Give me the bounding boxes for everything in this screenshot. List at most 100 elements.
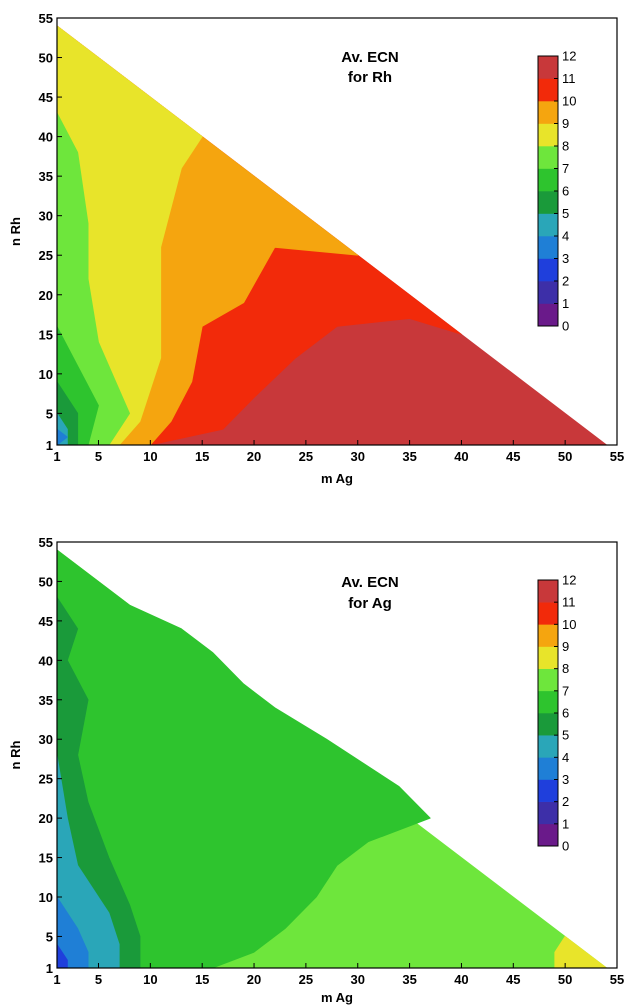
y-tick-label: 15: [39, 327, 53, 342]
x-tick-label: 30: [351, 449, 365, 464]
colorbar-tick-label: 1: [562, 296, 569, 311]
y-tick-label: 25: [39, 772, 53, 787]
contour-regions: [56, 25, 607, 446]
chart-title-line-1: Av. ECN: [341, 49, 399, 66]
x-tick-label: 45: [506, 449, 520, 464]
colorbar-band-7: [538, 668, 558, 692]
colorbar-band-0: [538, 303, 558, 327]
y-tick-label: 40: [39, 130, 53, 145]
colorbar-band-4: [538, 213, 558, 237]
colorbar-band-4: [538, 735, 558, 758]
contour-region-level-8: [554, 936, 607, 969]
y-tick-label: 5: [46, 406, 53, 421]
colorbar-band-10: [538, 78, 558, 102]
chart-title-line-2: for Ag: [348, 595, 392, 612]
y-tick-label: 30: [39, 209, 53, 224]
colorbar-band-11: [538, 56, 558, 79]
colorbar-tick-label: 4: [562, 229, 569, 244]
y-tick-label: 30: [39, 732, 53, 747]
x-axis-ticks: 1 5 10 15 20 25 30 35 40 45 50 55: [53, 963, 624, 987]
y-tick-label: 20: [39, 288, 53, 303]
colorbar-tick-label: 4: [562, 750, 569, 765]
x-tick-label: 35: [402, 972, 416, 987]
colorbar-band-6: [538, 690, 558, 714]
x-tick-label: 25: [299, 449, 313, 464]
colorbar-tick-label: 11: [562, 595, 576, 610]
y-tick-label: 5: [46, 929, 53, 944]
plot-frame: [56, 541, 618, 969]
x-tick-label: 35: [402, 449, 416, 464]
colorbar-tick-label: 7: [562, 683, 569, 698]
colorbar-band-3: [538, 236, 558, 259]
colorbar-band-0: [538, 823, 558, 847]
x-tick-label: 1: [53, 449, 60, 464]
x-axis-ticks: 1 5 10 15 20 25 30 35 40 45 50 55: [53, 440, 624, 464]
colorbar-tick-label: 7: [562, 161, 569, 176]
x-tick-label: 5: [95, 972, 102, 987]
y-tick-label: 50: [39, 51, 53, 66]
colorbar-tick-label: 12: [562, 573, 576, 588]
y-tick-label: 55: [39, 535, 53, 550]
y-tick-label: 45: [39, 614, 53, 629]
x-tick-label: 20: [247, 449, 261, 464]
x-tick-label: 50: [558, 972, 572, 987]
x-tick-label: 1: [53, 972, 60, 987]
chart-panel-rh: 1 5 10 15 20 25 30 35 40 45 50 55 15101520253035404…: [8, 11, 624, 486]
colorbar-tick-label: 6: [562, 184, 569, 199]
colorbar-band-9: [538, 624, 558, 647]
chart-title-line-1: Av. ECN: [341, 574, 399, 591]
x-tick-label: 45: [506, 972, 520, 987]
colorbar-tick-label: 2: [562, 274, 569, 289]
chart-panel-ag: 1 5 10 15 20 25 30 35 40 45 50 55 15101520253035404…: [8, 535, 624, 1005]
x-tick-label: 15: [195, 972, 209, 987]
colorbar-tick-label: 0: [562, 319, 569, 334]
contour-region-level-6: [56, 549, 431, 969]
chart-title-line-2: for Rh: [348, 69, 392, 86]
colorbar-band-9: [538, 101, 558, 124]
x-tick-label: 40: [454, 449, 468, 464]
colorbar-band-6: [538, 168, 558, 192]
colorbar-tick-label: 8: [562, 139, 569, 154]
y-axis-label: n Rh: [8, 741, 23, 770]
y-tick-label: 55: [39, 11, 53, 26]
x-tick-label: 40: [454, 972, 468, 987]
y-tick-label: 10: [39, 367, 53, 382]
x-tick-label: 15: [195, 449, 209, 464]
colorbar-tick-label: 5: [562, 728, 569, 743]
y-tick-label: 45: [39, 90, 53, 105]
x-tick-label: 55: [610, 972, 624, 987]
y-axis-label: n Rh: [8, 217, 23, 246]
colorbar-tick-label: 1: [562, 816, 569, 831]
colorbar-tick-label: 2: [562, 794, 569, 809]
colorbar-band-3: [538, 757, 558, 780]
colorbar-tick-label: 3: [562, 772, 569, 787]
y-tick-label: 50: [39, 574, 53, 589]
colorbar-tick-label: 5: [562, 206, 569, 221]
x-tick-label: 50: [558, 449, 572, 464]
colorbar-band-1: [538, 281, 558, 304]
colorbar-band-10: [538, 602, 558, 625]
x-tick-label: 30: [351, 972, 365, 987]
colorbar-tick-label: 10: [562, 617, 576, 632]
colorbar-tick-label: 8: [562, 661, 569, 676]
colorbar-band-11: [538, 580, 558, 603]
x-tick-label: 10: [143, 449, 157, 464]
x-tick-label: 10: [143, 972, 157, 987]
colorbar-band-1: [538, 801, 558, 825]
y-tick-label: 15: [39, 851, 53, 866]
x-tick-label: 5: [95, 449, 102, 464]
plot-frame: [56, 17, 618, 446]
x-axis-label: m Ag: [321, 471, 353, 486]
colorbar-band-5: [538, 713, 558, 736]
y-tick-label: 10: [39, 890, 53, 905]
y-tick-label: 40: [39, 653, 53, 668]
colorbar-tick-label: 12: [562, 49, 576, 64]
x-tick-label: 25: [299, 972, 313, 987]
contour-regions: [56, 549, 607, 969]
y-tick-label: 35: [39, 693, 53, 708]
colorbar-tick-label: 9: [562, 116, 569, 131]
